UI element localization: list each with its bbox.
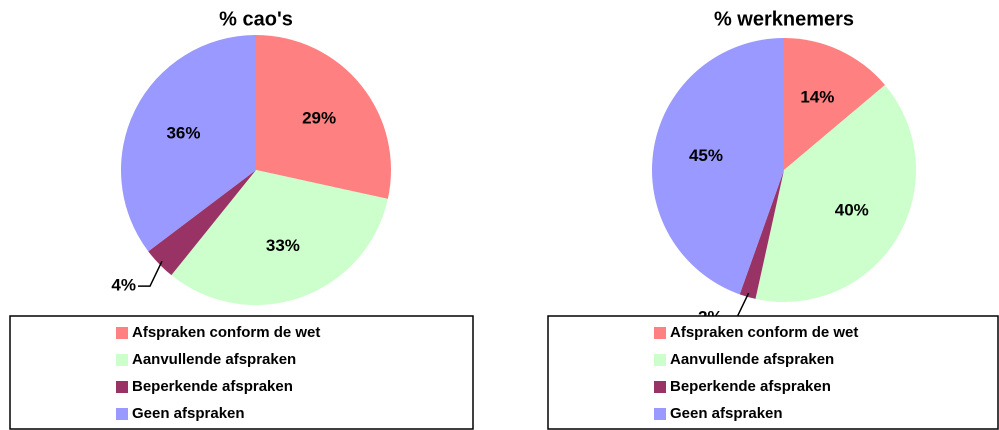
slice-label: 14% — [800, 88, 834, 107]
pie-slice — [256, 35, 391, 199]
slice-label: 45% — [689, 146, 723, 165]
legend-swatch — [116, 327, 128, 339]
pie-slice — [755, 84, 916, 303]
legend-swatch — [116, 354, 128, 366]
legend-label: Aanvullende afspraken — [132, 351, 296, 368]
legend-swatch — [654, 354, 666, 366]
legend-swatch — [654, 327, 666, 339]
pie-slice — [652, 38, 784, 295]
pie-slice — [784, 38, 885, 170]
legend-label: Beperkende afspraken — [132, 378, 293, 395]
leader-line — [137, 260, 163, 287]
legend-swatch — [116, 381, 128, 393]
legend-label: Afspraken conform de wet — [132, 324, 320, 341]
chart-title: % cao's — [219, 8, 293, 30]
legend-swatch — [654, 408, 666, 420]
legend-label: Geen afspraken — [670, 405, 783, 422]
pie-slice — [171, 170, 388, 305]
legend-label: Beperkende afspraken — [670, 378, 831, 395]
legend-box — [9, 315, 474, 430]
pie-slice — [148, 170, 256, 276]
leader-line — [724, 292, 750, 319]
chart-title: % werknemers — [714, 8, 854, 30]
slice-label: 36% — [166, 123, 200, 142]
slice-label: 40% — [835, 200, 869, 219]
slice-label: 4% — [111, 276, 136, 295]
legend-label: Geen afspraken — [132, 405, 245, 422]
slice-label: 29% — [302, 109, 336, 128]
legend-swatch — [116, 408, 128, 420]
legend-box — [547, 315, 999, 430]
legend-label: Afspraken conform de wet — [670, 324, 858, 341]
pie-slice — [739, 170, 784, 299]
legend-swatch — [654, 381, 666, 393]
pie-slice — [120, 34, 256, 252]
legend-label: Aanvullende afspraken — [670, 351, 834, 368]
slice-label: 33% — [266, 236, 300, 255]
